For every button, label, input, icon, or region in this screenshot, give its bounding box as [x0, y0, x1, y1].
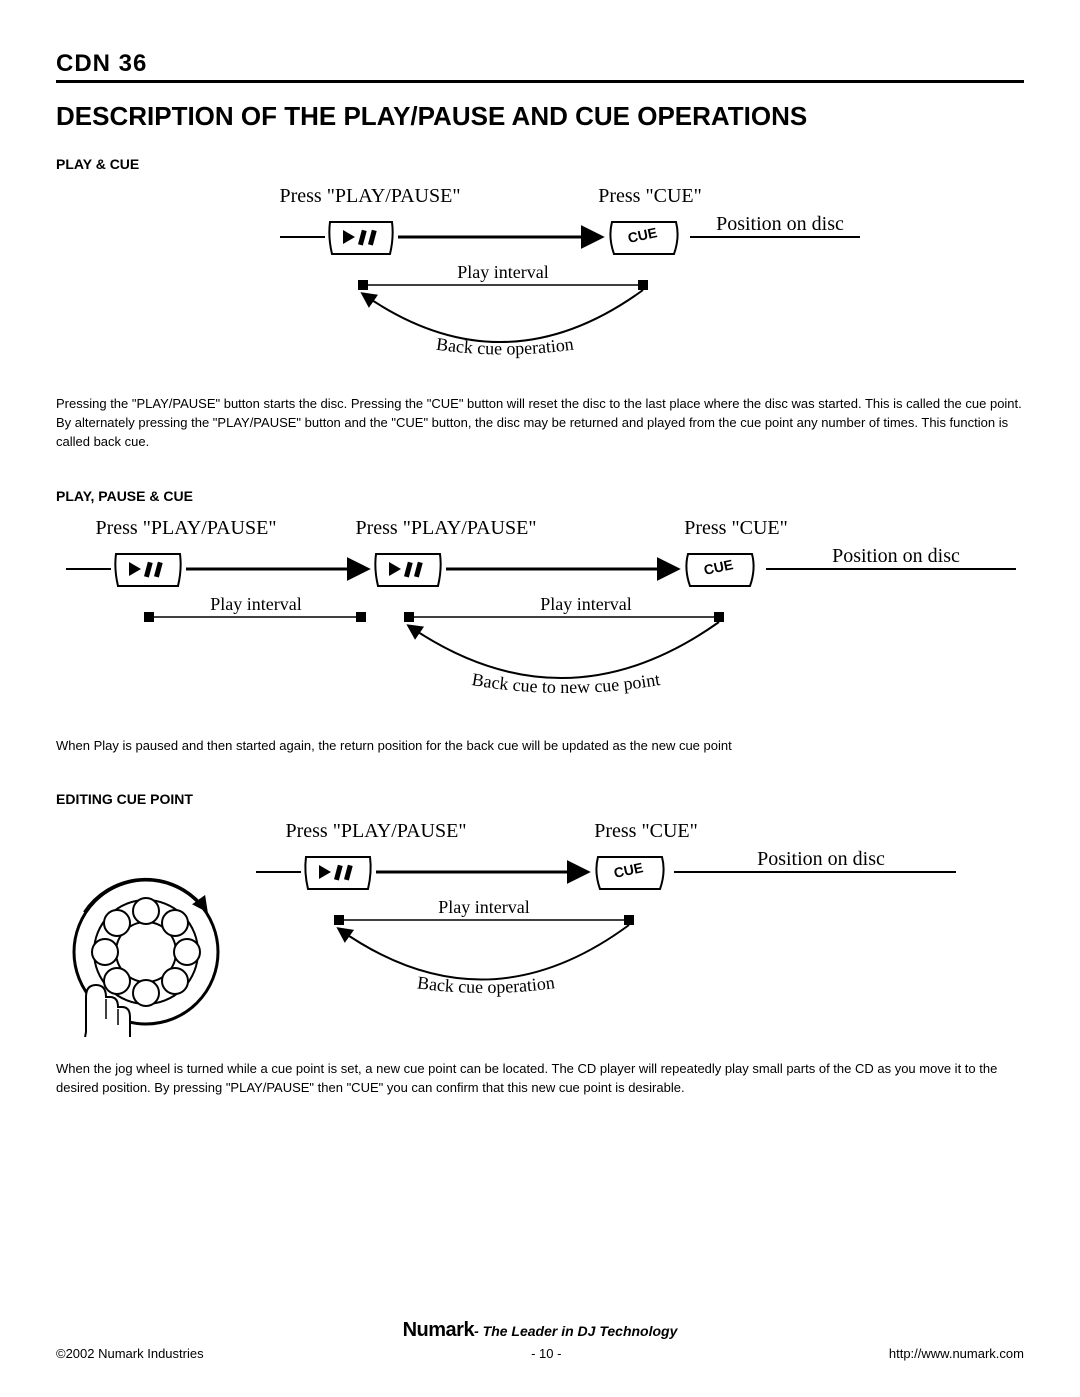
play-pause-icon [115, 554, 180, 586]
section2-title: PLAY, PAUSE & CUE [56, 488, 1024, 504]
label-back-cue: Back cue operation [435, 334, 575, 359]
section1-body: Pressing the "PLAY/PAUSE" button starts … [56, 395, 1024, 452]
svg-text:Play interval: Play interval [540, 594, 631, 614]
cue-icon: CUE [610, 222, 677, 254]
label-press-cue: Press "CUE" [598, 185, 702, 207]
section3-title: EDITING CUE POINT [56, 791, 1024, 807]
cue-icon: CUE [686, 554, 753, 586]
section3-body: When the jog wheel is turned while a cue… [56, 1060, 1024, 1098]
section2-body: When Play is paused and then started aga… [56, 737, 1024, 756]
play-pause-icon [375, 554, 440, 586]
cue-icon: CUE [596, 857, 663, 889]
footer-copyright: ©2002 Numark Industries [56, 1346, 204, 1361]
svg-text:Back cue operation: Back cue operation [416, 973, 556, 998]
product-header: CDN 36 [56, 50, 1024, 83]
svg-text:Play interval: Play interval [210, 594, 301, 614]
jog-wheel-icon [74, 879, 218, 1037]
label-position: Position on disc [716, 213, 844, 235]
svg-text:Back cue to new cue point: Back cue to new cue point [471, 669, 662, 697]
footer-page: - 10 - [531, 1346, 561, 1361]
play-pause-icon [329, 222, 392, 254]
svg-text:Press "CUE": Press "CUE" [684, 517, 788, 539]
section1-title: PLAY & CUE [56, 156, 1024, 172]
page-footer: Numark- The Leader in DJ Technology ©200… [56, 1319, 1024, 1361]
diagram-editing-cue: Press "PLAY/PAUSE" Press "CUE" CUE Posit… [56, 817, 1024, 1042]
footer-brand: Numark [403, 1319, 474, 1341]
play-pause-icon [305, 857, 370, 889]
label-press-play: Press "PLAY/PAUSE" [279, 185, 460, 207]
footer-tagline: - The Leader in DJ Technology [474, 1323, 677, 1339]
svg-text:Press "CUE": Press "CUE" [594, 820, 698, 842]
diagram-play-cue: Press "PLAY/PAUSE" Press "CUE" CUE Posit… [56, 182, 1024, 377]
svg-text:Position on disc: Position on disc [832, 545, 960, 567]
diagram-play-pause-cue: Press "PLAY/PAUSE" Press "PLAY/PAUSE" Pr… [56, 514, 1024, 719]
main-title: DESCRIPTION OF THE PLAY/PAUSE AND CUE OP… [56, 101, 1024, 132]
svg-text:Press "PLAY/PAUSE": Press "PLAY/PAUSE" [285, 820, 466, 842]
svg-text:Play interval: Play interval [438, 897, 529, 917]
label-play-interval: Play interval [457, 262, 548, 282]
footer-url: http://www.numark.com [889, 1346, 1024, 1361]
svg-text:Press "PLAY/PAUSE": Press "PLAY/PAUSE" [95, 517, 276, 539]
svg-text:Press "PLAY/PAUSE": Press "PLAY/PAUSE" [355, 517, 536, 539]
svg-text:Position on disc: Position on disc [757, 848, 885, 870]
